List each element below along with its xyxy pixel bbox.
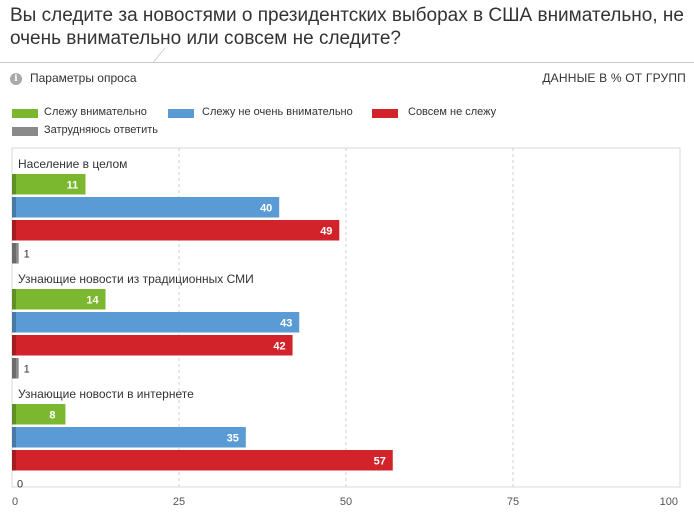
bar-edge bbox=[12, 220, 16, 241]
x-tick-label: 0 bbox=[12, 496, 18, 508]
bar bbox=[12, 312, 300, 333]
bar-edge bbox=[12, 450, 16, 471]
legend-swatch-green bbox=[12, 109, 38, 118]
info-icon[interactable]: i bbox=[10, 73, 22, 85]
category-label: Узнающие новости в интернете bbox=[18, 387, 194, 401]
data-label: 1 bbox=[24, 363, 30, 375]
legend-label: Слежу внимательно bbox=[44, 106, 147, 118]
legend-swatch-gray bbox=[12, 127, 38, 136]
bar bbox=[12, 427, 246, 448]
data-label: 14 bbox=[86, 294, 99, 306]
x-tick-label: 75 bbox=[507, 496, 519, 508]
data-label: 11 bbox=[67, 179, 79, 191]
bar bbox=[12, 243, 19, 264]
bar bbox=[12, 289, 106, 310]
bar bbox=[12, 450, 393, 471]
chart-legend: Слежу внимательно Слежу не очень внимате… bbox=[0, 104, 694, 140]
data-label: 43 bbox=[280, 317, 292, 329]
category-label: Население в целом bbox=[18, 157, 127, 171]
bar bbox=[12, 358, 19, 379]
data-label: 40 bbox=[260, 202, 272, 214]
bar-edge bbox=[12, 404, 16, 425]
bar-edge bbox=[12, 312, 16, 333]
chart-title: Вы следите за новостями о президентских … bbox=[10, 5, 684, 49]
x-tick-label: 25 bbox=[173, 496, 185, 508]
legend-swatch-blue bbox=[168, 109, 194, 118]
data-label: 35 bbox=[227, 432, 239, 444]
data-label: 57 bbox=[374, 455, 386, 467]
x-tick-label: 50 bbox=[340, 496, 352, 508]
bar bbox=[12, 174, 86, 195]
bar bbox=[12, 404, 66, 425]
legend-swatch-red bbox=[372, 109, 398, 118]
data-label: 42 bbox=[273, 340, 285, 352]
legend-label: Совсем не слежу bbox=[408, 106, 497, 118]
legend-label: Слежу не очень внимательно bbox=[202, 106, 353, 118]
bar-edge bbox=[12, 197, 16, 218]
legend-label: Затрудняюсь ответить bbox=[44, 124, 159, 136]
bar bbox=[12, 335, 293, 356]
bar bbox=[12, 220, 340, 241]
bar-edge bbox=[12, 358, 16, 379]
bar-edge bbox=[12, 174, 16, 195]
category-label: Узнающие новости из традиционных СМИ bbox=[18, 272, 254, 286]
units-label: ДАННЫЕ В % ОТ ГРУПП bbox=[542, 71, 686, 85]
data-label: 8 bbox=[49, 409, 55, 421]
params-notch bbox=[152, 48, 180, 63]
survey-params-toggle[interactable]: Параметры опроса bbox=[30, 71, 137, 85]
data-label: 1 bbox=[24, 248, 30, 260]
bar-edge bbox=[12, 427, 16, 448]
bar bbox=[12, 197, 280, 218]
params-divider bbox=[0, 62, 694, 63]
bar-edge bbox=[12, 243, 16, 264]
bar-edge bbox=[12, 335, 16, 356]
data-label: 0 bbox=[17, 478, 23, 490]
data-label: 49 bbox=[320, 225, 332, 237]
bar-edge bbox=[12, 289, 16, 310]
survey-params-bar: i Параметры опроса ДАННЫЕ В % ОТ ГРУПП bbox=[0, 48, 694, 96]
x-tick-label: 100 bbox=[660, 496, 678, 508]
